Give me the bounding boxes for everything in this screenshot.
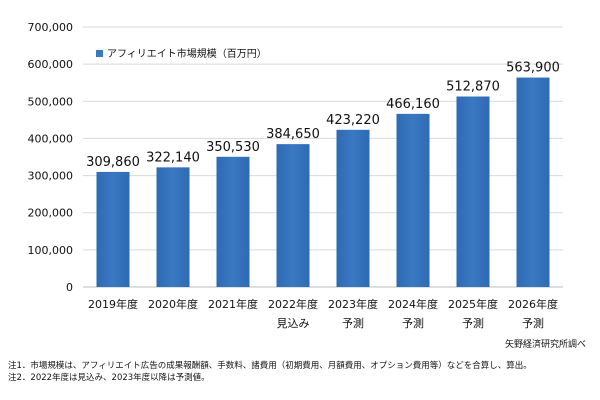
x-tick-sublabel: 見込み [277,317,310,330]
bars [96,77,550,288]
bar [456,96,490,287]
data-label: 384,650 [266,127,320,142]
bar [156,167,190,287]
data-label: 563,900 [506,61,560,76]
legend-swatch [96,50,103,57]
x-tick-label: 2024年度 [388,297,438,311]
footnote-2: 注2．2022年度は見込み、2023年度以降は予測値。 [8,373,210,383]
y-tick-label: 300,000 [28,170,74,183]
data-label: 512,870 [446,80,500,95]
x-tick-sublabel: 予測 [462,316,484,330]
y-tick-label: 100,000 [28,244,74,257]
x-tick-sublabel: 予測 [342,316,364,330]
bar [336,129,370,287]
x-tick-label: 2020年度 [148,297,198,311]
bar [516,77,550,288]
bar [216,156,250,287]
data-label: 423,220 [326,113,380,128]
bar [96,171,130,287]
data-label: 466,160 [386,97,440,112]
y-tick-label: 0 [66,281,73,294]
footnote-1: 注1．市場規模は、アフィリエイト広告の成果報酬額、手数料、諸費用（初期費用、月額… [8,361,532,371]
x-tick-sublabel: 予測 [402,316,424,330]
source-credit: 矢野経済研究所調べ [504,340,586,350]
legend: アフィリエイト市場規模（百万円） [96,47,267,60]
x-axis: 2019年度 2020年度 2021年度 2022年度見込み2023年度予測2024年… [88,297,558,330]
data-label: 322,140 [146,150,200,165]
data-label: 350,530 [206,140,260,155]
x-tick-label: 2021年度 [208,297,258,311]
y-tick-label: 400,000 [28,132,74,145]
y-axis: 0 100,000 200,000 300,000 400,000 500,000 600,… [28,21,74,294]
footnotes: 注1．市場規模は、アフィリエイト広告の成果報酬額、手数料、諸費用（初期費用、月額… [8,360,532,384]
x-tick-label: 2022年度 [268,297,318,311]
y-tick-label: 200,000 [28,207,74,220]
data-label: 309,860 [86,155,140,170]
bar [276,144,310,287]
legend-label: アフィリエイト市場規模（百万円） [107,47,267,60]
bar [396,113,430,287]
x-tick-label: 2025年度 [448,297,498,311]
x-tick-label: 2019年度 [88,297,138,311]
x-tick-label: 2023年度 [328,297,378,311]
data-labels: 309,860 322,140 350,530 384,650 423,220 466,1… [86,61,560,170]
x-tick-sublabel: 予測 [522,316,544,330]
x-tick-label: 2026年度 [508,297,558,311]
y-tick-label: 700,000 [28,21,74,34]
y-tick-label: 500,000 [28,95,74,108]
y-tick-label: 600,000 [28,58,74,71]
